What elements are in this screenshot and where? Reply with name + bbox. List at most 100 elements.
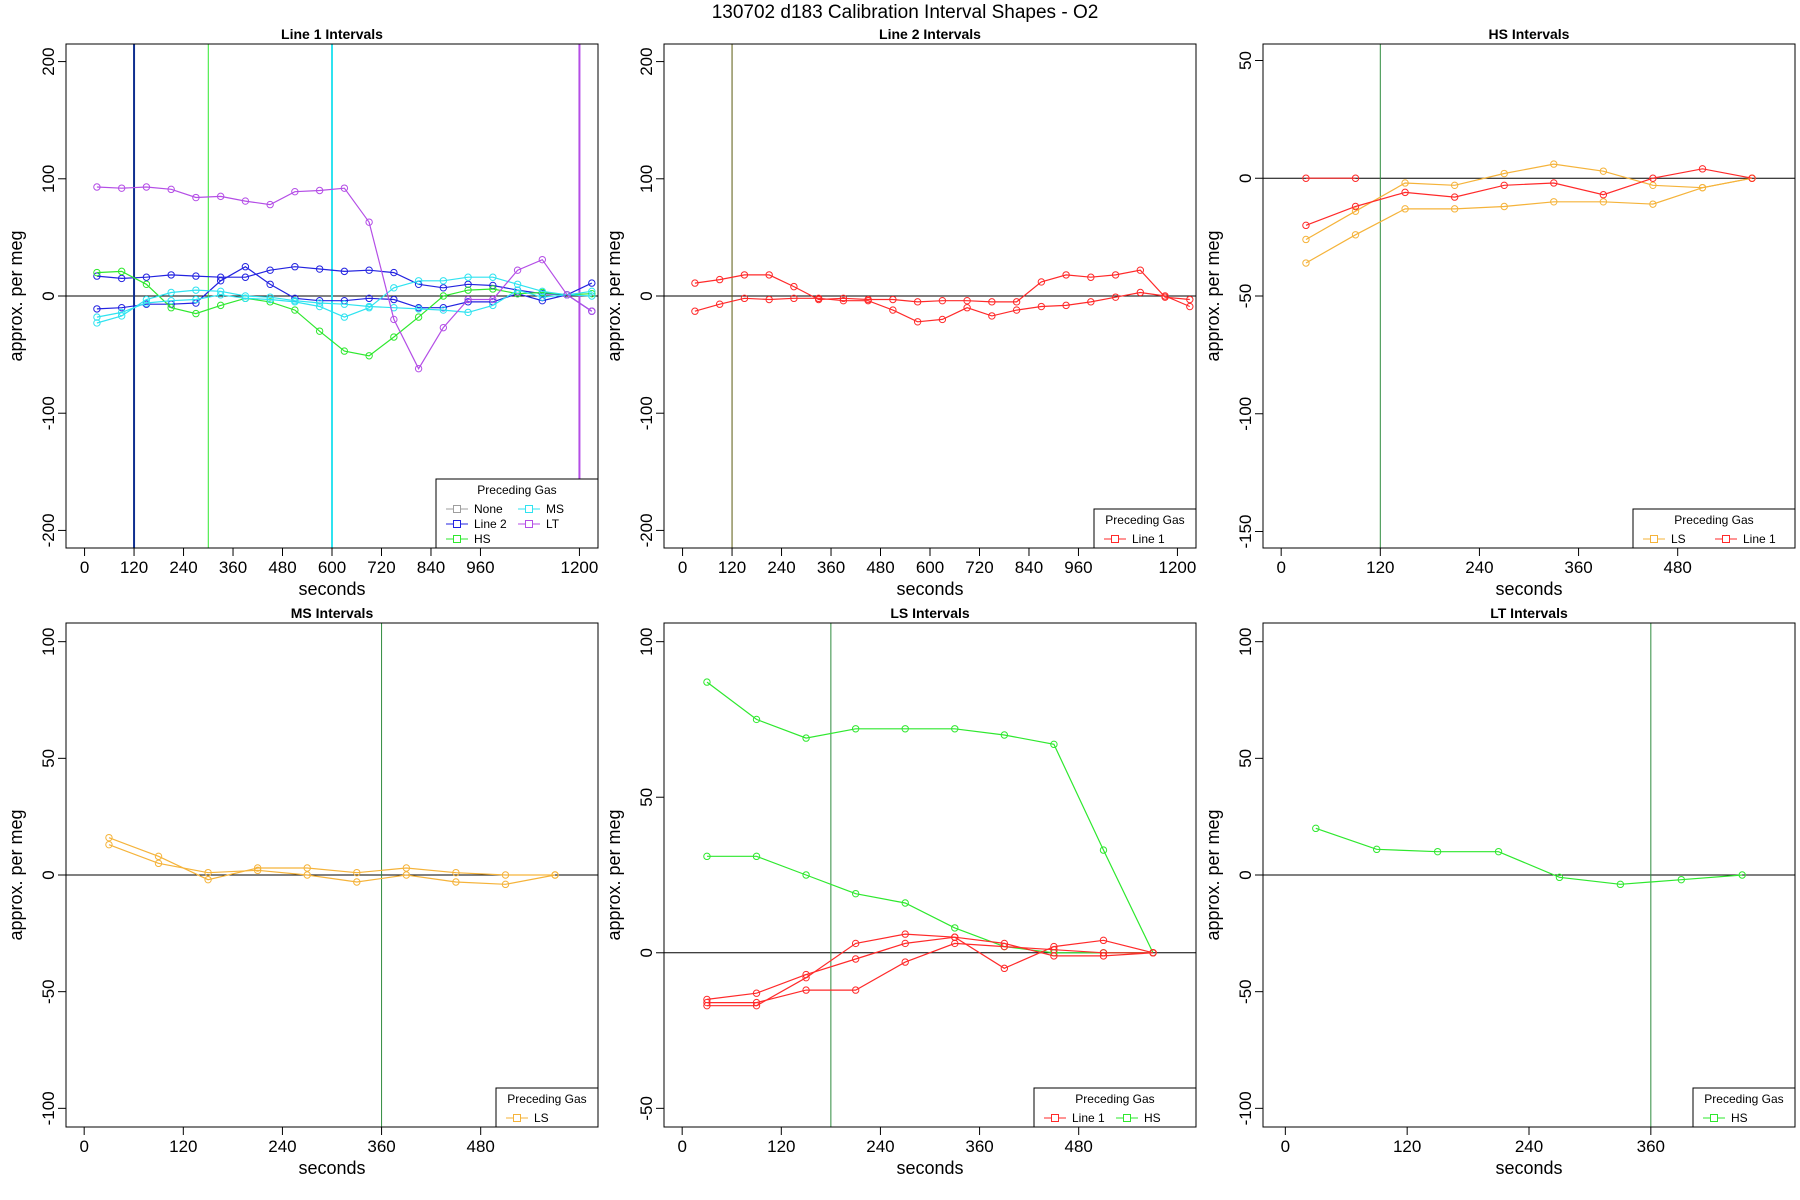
chart-0-point-2-8 [291,306,299,314]
chart-4-series-line-1 [707,855,1153,954]
chart-5-xtick-label-120: 120 [1393,1137,1421,1156]
chart-0-legend-label-none: None [474,502,503,516]
chart-5-point-0-7 [1738,871,1746,879]
chart-0-point-3-16 [489,273,497,281]
chart-0-point-1-6 [241,262,250,271]
chart-2-point-0-7 [1649,181,1657,190]
chart-1-xlabel: seconds [896,579,963,599]
chart-2-title: HS Intervals [1489,26,1570,42]
chart-2-point-1-4 [1500,202,1508,211]
chart-0-point-5-19 [563,291,571,299]
chart-2-legend-box [1632,508,1796,549]
chart-0-legend-swatch-lt [525,520,533,528]
chart-5-legend-swatch-hs [1710,1114,1718,1122]
chart-4-point-2-3 [851,986,860,994]
chart-2-point-1-8 [1698,183,1707,192]
chart-0-legend-title: Preceding Gas [477,483,556,497]
chart-1-point-1-11 [963,304,971,312]
chart-3-point-0-7 [452,868,460,877]
chart-1-point-1-12 [988,312,996,320]
chart-0-series-line-3 [96,276,592,318]
chart-2-point-1-7 [1649,200,1657,208]
chart-2-point-2-1 [1351,202,1360,211]
chart-4-point-0-3 [851,725,860,733]
chart-0-point-4-8 [291,296,299,305]
chart-4-point-3-3 [851,939,860,948]
chart-5-title: LT Intervals [1490,605,1568,621]
chart-3-legend: Preceding Gas LS [495,1087,599,1128]
chart-0-point-5-4 [192,193,200,202]
chart-3-xtick-label-240: 240 [268,1137,296,1156]
chart-0-ytick-label--100: -100 [39,396,58,430]
chart-0-point-1-5 [216,277,225,285]
chart-1-xtick-label-960: 960 [1064,558,1092,577]
chart-1-point-0-6 [839,294,848,303]
chart-0-point-0-2 [142,273,151,281]
chart-1-series-line-1 [694,291,1191,323]
chart-5-legend-label-hs: HS [1731,1111,1748,1125]
chart-4-point-1-0 [703,852,711,861]
chart-1-point-1-14 [1037,302,1046,311]
chart-0-point-3-4 [192,295,200,304]
chart-3-series-line-0 [108,837,555,881]
chart-5-ytick-label--100: -100 [1236,1091,1255,1125]
chart-4-point-4-8 [1099,952,1108,960]
chart-1-point-0-0 [691,279,699,287]
chart-2-legend-swatch-line-1 [1722,535,1730,543]
chart-2-point-2-8 [1698,165,1707,173]
chart-0-point-3-0 [93,313,101,321]
chart-5-ytick-label-50: 50 [1236,749,1255,768]
chart-2-legend-label-ls: LS [1671,532,1686,546]
chart-0-point-3-15 [464,273,472,281]
chart-0-point-4-16 [489,301,497,310]
chart-1-point-1-5 [814,294,823,303]
chart-0-point-1-14 [439,304,448,312]
chart-4-series-line-1-2 [703,939,1157,1007]
chart-0-point-5-8 [291,187,299,196]
chart-2-xtick-label-0: 0 [1276,558,1285,577]
chart-4-point-1-5 [951,924,959,932]
chart-0-legend-label-hs: HS [474,532,491,546]
chart-0-point-3-13 [414,277,423,285]
chart-0-point-5-15 [464,295,472,304]
chart-1-point-0-12 [988,298,996,306]
chart-0-ytick-label-0: 0 [39,291,58,300]
chart-2-point-2-0 [1302,221,1310,230]
chart-3-title: MS Intervals [291,605,374,621]
chart-2-series-line-1-2 [1302,165,1756,230]
chart-1-xtick-label-840: 840 [1015,558,1043,577]
chart-3-ylabel: approx. per meg [6,809,26,940]
chart-4-point-2-4 [901,958,909,966]
chart-1-xtick-label-1200: 1200 [1159,558,1197,577]
chart-0-point-4-17 [513,286,522,294]
chart-0-point-2-5 [216,301,225,310]
chart-1-xtick-label-0: 0 [678,558,687,577]
chart-3-point-0-1 [154,852,163,861]
chart-3-legend-title: Preceding Gas [507,1092,586,1106]
chart-4-point-1-1 [752,852,761,861]
chart-0-series-line-5 [96,186,593,370]
chart-0-legend-box [435,478,599,549]
chart-0-point-4-3 [167,288,175,297]
chart-0-point-2-4 [192,309,200,318]
chart-1-point-1-6 [839,296,848,305]
chart-0-point-4-1 [117,312,126,320]
chart-panel-ms: MS Intervals 0 120 240 360 480 seconds -100 -50 0… [6,605,599,1178]
chart-5-point-0-0 [1312,824,1320,833]
chart-0-point-3-20 [588,292,596,300]
chart-4-point-3-7 [1050,942,1058,951]
chart-3-point-0-4 [303,864,311,872]
chart-1-point-0-13 [1012,298,1021,306]
chart-0-series-line-0 [96,266,593,296]
chart-2-point-3-0 [1302,174,1310,182]
chart-0-point-2-3 [167,304,175,312]
chart-3-point-0-0 [105,833,113,842]
chart-0-ytick-label-100: 100 [39,165,58,193]
chart-0-point-5-12 [390,315,398,324]
chart-2-xtick-label-480: 480 [1664,558,1692,577]
chart-2-legend-title: Preceding Gas [1674,513,1753,527]
chart-4-point-4-5 [951,933,959,941]
chart-5-series-hs-0 [1312,824,1746,889]
chart-4-series-line-3 [707,933,1154,1007]
